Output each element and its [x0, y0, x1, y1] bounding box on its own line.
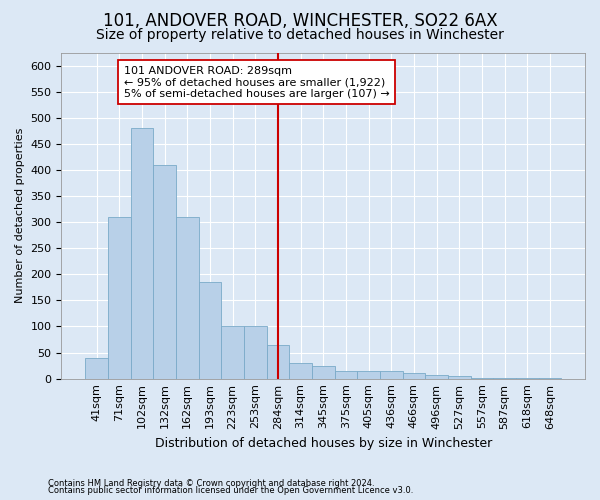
Bar [448, 376, 470, 378]
Text: 101, ANDOVER ROAD, WINCHESTER, SO22 6AX: 101, ANDOVER ROAD, WINCHESTER, SO22 6AX [103, 12, 497, 30]
Bar [131, 128, 153, 378]
Bar [153, 164, 176, 378]
Bar [199, 282, 221, 378]
Bar [244, 326, 266, 378]
Bar [357, 371, 380, 378]
Text: 101 ANDOVER ROAD: 289sqm
← 95% of detached houses are smaller (1,922)
5% of semi: 101 ANDOVER ROAD: 289sqm ← 95% of detach… [124, 66, 389, 98]
Bar [221, 326, 244, 378]
Bar [380, 371, 403, 378]
Bar [266, 345, 289, 378]
Bar [85, 358, 108, 378]
Bar [403, 374, 425, 378]
Bar [289, 363, 312, 378]
Bar [335, 371, 357, 378]
Y-axis label: Number of detached properties: Number of detached properties [15, 128, 25, 304]
Bar [312, 366, 335, 378]
Text: Contains HM Land Registry data © Crown copyright and database right 2024.: Contains HM Land Registry data © Crown c… [48, 478, 374, 488]
X-axis label: Distribution of detached houses by size in Winchester: Distribution of detached houses by size … [155, 437, 492, 450]
Text: Size of property relative to detached houses in Winchester: Size of property relative to detached ho… [96, 28, 504, 42]
Text: Contains public sector information licensed under the Open Government Licence v3: Contains public sector information licen… [48, 486, 413, 495]
Bar [176, 217, 199, 378]
Bar [108, 217, 131, 378]
Bar [425, 374, 448, 378]
